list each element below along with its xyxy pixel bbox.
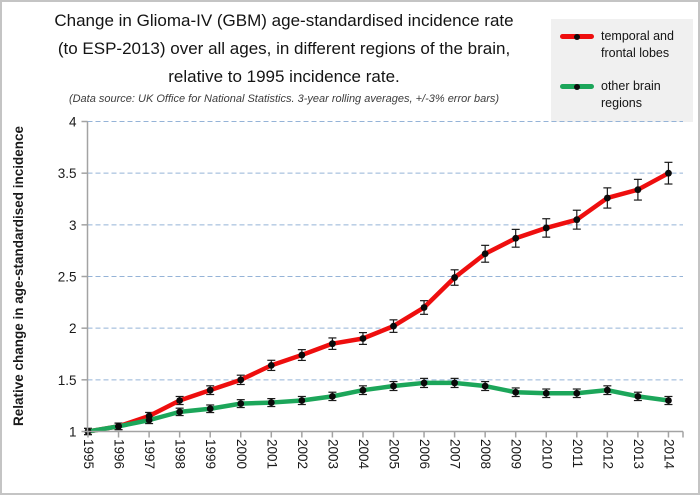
svg-text:2002: 2002 [295, 439, 310, 469]
svg-text:2001: 2001 [264, 439, 279, 469]
svg-text:2012: 2012 [600, 439, 615, 469]
chart-legend: temporal and frontal lobes other brain r… [551, 19, 693, 122]
svg-text:2006: 2006 [417, 439, 432, 469]
legend-entry-temporal-frontal: temporal and frontal lobes [560, 28, 689, 62]
svg-text:2000: 2000 [234, 439, 249, 469]
chart-title-line2: (to ESP-2013) over all ages, in differen… [57, 39, 511, 58]
legend-label: other brain regions [601, 79, 661, 110]
svg-text:1: 1 [69, 425, 77, 440]
data-point-markers [84, 169, 672, 435]
chart-title: Change in Glioma-IV (GBM) age-standardis… [10, 7, 558, 91]
data-source-note: (Data source: UK Office for National Sta… [68, 93, 500, 105]
svg-text:2.5: 2.5 [58, 270, 77, 285]
svg-text:4: 4 [69, 115, 77, 130]
svg-text:2011: 2011 [570, 439, 585, 468]
svg-text:3: 3 [69, 218, 77, 233]
chart-title-line3: relative to 1995 incidence rate. [168, 67, 400, 86]
legend-entry-other-regions: other brain regions [560, 78, 689, 112]
legend-line-swatch-red [560, 33, 594, 40]
svg-text:2007: 2007 [448, 439, 463, 469]
legend-marker-dot [574, 33, 580, 40]
legend-marker-dot [574, 83, 580, 90]
svg-text:2004: 2004 [356, 439, 371, 470]
svg-text:2013: 2013 [631, 439, 646, 469]
legend-line-swatch-green [560, 83, 594, 90]
svg-text:1999: 1999 [203, 439, 218, 469]
y-axis-title: Relative change in age-standardised inci… [11, 125, 26, 426]
svg-text:2: 2 [69, 321, 77, 336]
series-line-other-regions [85, 380, 671, 434]
svg-text:1997: 1997 [142, 439, 157, 469]
chart-title-line1: Change in Glioma-IV (GBM) age-standardis… [54, 11, 514, 30]
legend-label: temporal and frontal lobes [601, 29, 674, 60]
x-axis-tick-labels: 1995 1996 1997 1998 1999 2000 2001 2002 2003 2004… [81, 439, 676, 470]
axes [81, 120, 684, 438]
svg-text:1995: 1995 [81, 439, 96, 469]
svg-text:2005: 2005 [387, 439, 402, 469]
svg-text:1996: 1996 [112, 439, 127, 469]
y-axis-tick-labels: 1 1.5 2 2.5 3 3.5 4 [58, 115, 77, 440]
svg-text:2008: 2008 [478, 439, 493, 469]
svg-text:2003: 2003 [325, 439, 340, 469]
svg-text:2009: 2009 [509, 439, 524, 469]
svg-text:1998: 1998 [173, 439, 188, 469]
svg-text:2010: 2010 [539, 439, 554, 469]
gridlines [87, 121, 683, 381]
svg-text:2014: 2014 [661, 439, 676, 470]
series-line-temporal-frontal [85, 170, 671, 434]
svg-text:3.5: 3.5 [58, 166, 77, 181]
svg-text:1.5: 1.5 [58, 373, 77, 388]
